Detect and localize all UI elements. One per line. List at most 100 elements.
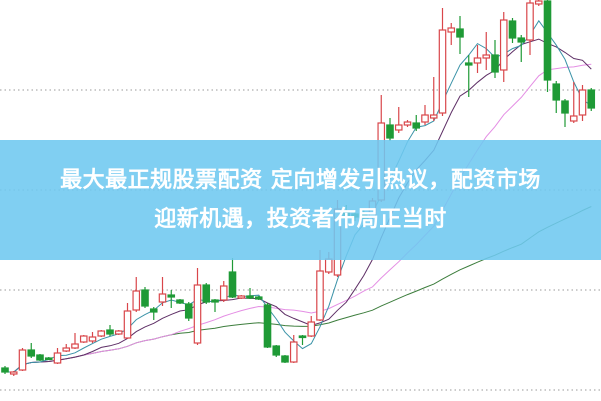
candle xyxy=(499,12,508,82)
candle xyxy=(552,81,561,113)
candle xyxy=(578,85,587,121)
candle xyxy=(123,303,132,339)
candle-body-up xyxy=(316,270,324,321)
candle-body-up xyxy=(71,343,79,349)
candle xyxy=(27,343,36,358)
candle xyxy=(18,348,27,371)
candle-body-down xyxy=(27,349,36,357)
candle-body-down xyxy=(184,303,193,319)
candle-body-up xyxy=(158,293,167,303)
candle-body-down xyxy=(552,83,561,101)
candle xyxy=(114,330,123,335)
candle-body-down xyxy=(254,296,263,300)
candle xyxy=(447,23,456,45)
candle-body-up xyxy=(79,335,88,343)
candle xyxy=(386,118,394,141)
candle xyxy=(307,316,316,337)
candle-body-up xyxy=(193,284,202,344)
candle-body-down xyxy=(149,308,158,313)
candle xyxy=(298,335,307,345)
candle xyxy=(272,345,281,357)
candle xyxy=(561,99,569,127)
candle-body-down xyxy=(491,54,499,73)
candle xyxy=(71,333,79,349)
candle xyxy=(44,357,53,361)
candle-body-up xyxy=(307,321,316,337)
candle xyxy=(158,277,167,306)
candle-body-down xyxy=(561,100,569,114)
candle xyxy=(237,295,246,299)
candle xyxy=(482,32,491,70)
candle xyxy=(132,277,141,312)
candle xyxy=(246,288,254,299)
candle-body-up xyxy=(499,19,508,71)
candle xyxy=(106,325,114,336)
candle xyxy=(534,0,543,6)
candle-body-down xyxy=(412,122,421,129)
candle xyxy=(517,35,526,62)
candle xyxy=(219,281,228,302)
candle xyxy=(421,105,429,125)
candle xyxy=(53,348,62,364)
candle-body-down xyxy=(246,295,254,299)
candle-body-up xyxy=(88,336,97,342)
candle-body-up xyxy=(97,330,106,337)
candle-body-up xyxy=(421,114,429,123)
candle-body-up xyxy=(18,349,27,371)
candle-body-down xyxy=(176,299,184,304)
candle-body-down xyxy=(36,354,44,361)
candle xyxy=(508,18,517,43)
candle xyxy=(464,55,473,97)
headline-line-1: 最大最正规股票配资 定向增发引热议，配资市场 xyxy=(60,168,541,193)
candle-body-up xyxy=(473,57,482,64)
candle xyxy=(429,77,438,121)
candle xyxy=(254,296,263,300)
candle-body-up xyxy=(447,27,456,33)
candle-body-down xyxy=(167,294,176,298)
candle-body-up xyxy=(438,29,447,114)
candle-body-up xyxy=(403,121,412,126)
candle-body-up xyxy=(53,352,62,364)
candle xyxy=(587,88,596,111)
candle xyxy=(167,290,176,308)
candle-body-up xyxy=(114,330,123,335)
candle-body-up xyxy=(569,115,578,122)
candle-body-down xyxy=(106,329,114,335)
candle xyxy=(456,16,464,54)
candle xyxy=(316,250,324,321)
candle-body-up xyxy=(237,295,246,299)
candle-body-down xyxy=(298,335,307,339)
candle-body-up xyxy=(429,114,438,119)
candle xyxy=(9,371,18,376)
candle xyxy=(202,283,211,304)
candle-body-down xyxy=(263,304,272,348)
candle-body-up xyxy=(482,54,491,59)
candle-body-up xyxy=(324,258,333,273)
headline-line-2: 迎新机遇，投资者布局正当时 xyxy=(154,207,447,232)
candle-body-down xyxy=(44,357,53,361)
candle xyxy=(1,366,9,374)
candle xyxy=(97,330,106,337)
candle xyxy=(211,299,219,312)
candle-body-up xyxy=(62,347,71,352)
candle-body-down xyxy=(386,124,394,139)
candle xyxy=(491,40,499,78)
candle-body-up xyxy=(123,310,132,339)
candle-body-down xyxy=(281,355,289,363)
candle xyxy=(569,82,578,123)
candle-body-up xyxy=(9,371,18,375)
candle xyxy=(526,0,534,55)
candle-body-up xyxy=(394,124,403,131)
candle-body-down xyxy=(211,299,219,303)
ma20-line xyxy=(5,63,592,373)
candle-body-down xyxy=(587,89,596,109)
candle xyxy=(281,355,289,363)
candle xyxy=(149,307,158,320)
candle xyxy=(263,303,272,348)
candle xyxy=(543,0,552,92)
candle-body-up xyxy=(534,0,543,5)
candle-body-up xyxy=(578,89,587,116)
candle xyxy=(141,287,149,308)
candle xyxy=(184,302,193,321)
